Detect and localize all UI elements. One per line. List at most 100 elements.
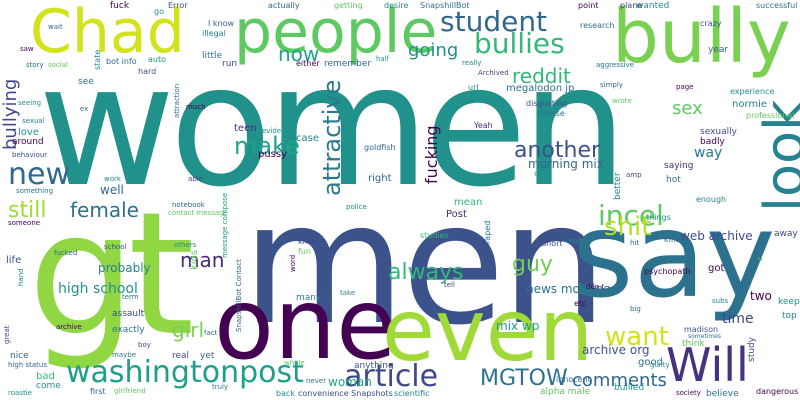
word-people: people <box>234 0 438 67</box>
word-snapshillbot: SnapshillBot <box>420 1 470 10</box>
word-either: either <box>296 59 320 68</box>
word-sexually: sexually <box>700 127 737 137</box>
word-goldfish: goldfish <box>364 143 396 152</box>
word-able: able <box>188 175 203 183</box>
word-mgtow: MGTOW <box>480 366 568 391</box>
word-read: read <box>566 237 582 245</box>
word-away: away <box>774 229 798 239</box>
word-year: year <box>708 45 729 55</box>
word-getting: getting <box>334 1 363 10</box>
word-comments: comments <box>572 370 667 391</box>
word-social: social <box>48 61 68 69</box>
word-two: two <box>750 289 772 303</box>
word-actually: actually <box>268 1 300 10</box>
word-nice: nice <box>10 351 29 361</box>
word-got: got <box>708 263 725 274</box>
word-police: police <box>346 203 367 211</box>
word-come: come <box>36 381 61 391</box>
word-fuck: fuck <box>110 1 130 11</box>
word-attraction: attraction <box>173 83 181 118</box>
word-scientific: scientific <box>394 389 430 398</box>
word-mix-wp: mix wp <box>496 319 540 333</box>
word-sexual: sexual <box>22 117 45 125</box>
word-fact: fact <box>204 329 218 337</box>
word-right: right <box>368 173 392 184</box>
word-research: research <box>580 21 615 30</box>
word-want: want <box>605 322 669 352</box>
word-never: never <box>306 377 327 385</box>
word-much: much <box>186 103 206 111</box>
word-successful: successful <box>756 1 798 10</box>
word-big: big <box>630 305 641 313</box>
word-even: even <box>382 281 594 381</box>
word-normie: normie <box>732 99 768 110</box>
word-killer: killer <box>664 235 684 244</box>
word-now: now <box>278 42 320 66</box>
word-click: click <box>534 169 552 178</box>
word-man: man <box>180 248 225 272</box>
word-wanted: wanted <box>636 1 670 11</box>
word-guy: guy <box>512 252 553 277</box>
word-society: society <box>676 389 701 397</box>
word-morning-mix: morning mix <box>528 157 604 171</box>
word-whole: whole <box>284 359 305 367</box>
word-term: term <box>122 293 139 301</box>
word-subs: subs <box>712 297 729 305</box>
word-exactly: exactly <box>112 325 145 335</box>
word-high-status: high status <box>8 361 47 369</box>
word-anything: anything <box>354 361 394 371</box>
word-well: well <box>100 183 124 197</box>
word-really: really <box>462 59 482 67</box>
word-gt: gt <box>28 176 195 374</box>
word-saying: saying <box>664 161 694 171</box>
word-attractive: attractive <box>318 79 346 196</box>
word-bot-info: bot info <box>106 57 137 66</box>
word-guilty: guilty <box>650 361 670 369</box>
word-maybe: maybe <box>112 351 137 359</box>
word-better: better <box>613 172 623 200</box>
word-washingtonpost: washingtonpost <box>66 355 304 390</box>
word-contact-message: contact message <box>168 209 228 217</box>
word-course: course <box>538 109 565 118</box>
word-wait: wait <box>48 23 63 31</box>
word-evidence: evidence <box>262 127 294 135</box>
word-studies: studies <box>420 231 449 240</box>
word-always: always <box>388 260 464 285</box>
word-shit: shit <box>604 212 652 242</box>
word-archive: archive <box>56 323 82 331</box>
word-others: others <box>174 241 197 249</box>
word-tell: tell <box>444 281 455 289</box>
word-sometimes: sometimes <box>688 333 722 340</box>
word-girl: girl <box>172 318 205 342</box>
word-women: women <box>38 28 628 224</box>
word-dont: don t <box>586 283 605 291</box>
word-life: life <box>6 255 22 266</box>
word-illegal: illegal <box>202 29 226 38</box>
word-archived: Archived <box>478 69 509 77</box>
word-woman: woman <box>328 375 372 389</box>
word-u: u <box>758 255 763 263</box>
word-new: new <box>8 157 71 192</box>
word-fucking: fucking <box>422 125 441 184</box>
word-truly: truly <box>212 383 229 391</box>
word-will: Will <box>666 338 749 392</box>
word-case: case <box>296 133 319 144</box>
word-boy: boy <box>138 341 151 349</box>
word-aggressive: aggressive <box>596 61 634 69</box>
word-incel: incel <box>598 199 664 232</box>
word-dangerous: dangerous <box>756 387 799 396</box>
word-kids: kids <box>189 249 200 270</box>
word-reddit: reddit <box>512 64 571 88</box>
word-wrote: wrote <box>612 97 632 105</box>
word-teen: teen <box>234 123 257 134</box>
word-word: word <box>289 254 297 272</box>
word-fucked: fucked <box>54 249 78 257</box>
word-web-archive: web archive <box>680 229 753 243</box>
word-auto: auto <box>148 55 167 64</box>
word-take: take <box>340 289 356 297</box>
word-back: back <box>276 389 296 398</box>
word-fun: fun <box>298 247 311 256</box>
word-still: still <box>8 198 47 223</box>
word-hit: hit <box>630 239 640 247</box>
word-notebook: notebook <box>172 201 205 209</box>
